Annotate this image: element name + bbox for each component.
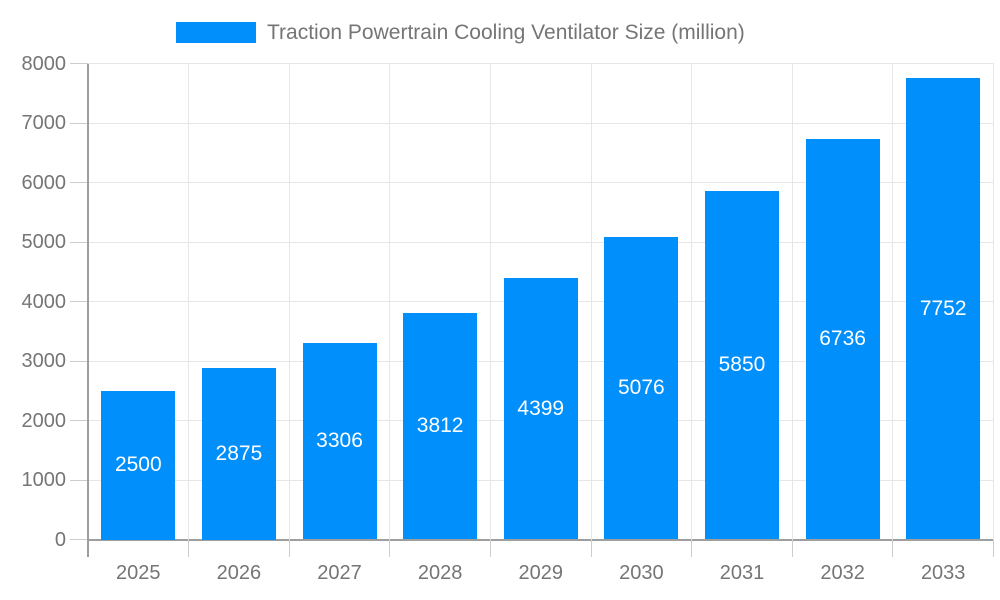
bar-value-label: 7752	[919, 296, 967, 320]
bar-value-label: 6736	[819, 327, 866, 351]
x-axis-label: 2026	[216, 562, 262, 584]
y-axis-tick	[70, 122, 88, 124]
horizontal-gridline	[88, 241, 994, 243]
y-axis-tick	[70, 479, 88, 481]
y-axis-tick	[70, 241, 88, 243]
x-axis-label: 2032	[820, 562, 865, 584]
x-axis-label: 2033	[920, 562, 966, 584]
y-axis-label: 8000	[21, 52, 67, 75]
x-axis-tick	[993, 539, 994, 557]
x-axis-tick	[892, 539, 894, 557]
bar-2031[interactable]: 5850	[704, 191, 779, 540]
bar-value-label: 2500	[114, 453, 162, 477]
y-axis-label: 5000	[21, 231, 67, 253]
legend[interactable]: Traction Powertrain Cooling Ventilator S…	[176, 20, 745, 44]
y-axis-label: 3000	[21, 350, 67, 372]
y-axis-label: 4000	[21, 290, 67, 313]
x-axis-tick	[691, 539, 693, 557]
x-axis-tick	[188, 539, 190, 557]
bar-value-label: 3812	[416, 414, 464, 438]
vertical-gridline	[188, 63, 190, 540]
y-axis-line	[87, 63, 89, 557]
x-axis-tick	[791, 539, 793, 557]
legend-label: Traction Powertrain Cooling Ventilator S…	[267, 20, 745, 44]
bar-2026[interactable]: 2875	[201, 368, 276, 540]
bar-value-label: 2875	[215, 441, 263, 465]
bar-2027[interactable]: 3306	[302, 342, 377, 540]
x-axis-tick	[489, 539, 491, 557]
x-axis-label: 2025	[116, 562, 161, 584]
x-axis-label: 2027	[317, 562, 362, 584]
x-axis-label: 2031	[719, 562, 765, 584]
y-axis-label: 2000	[21, 409, 67, 432]
y-axis-tick	[70, 182, 88, 183]
y-axis-label: 6000	[21, 171, 67, 194]
bar-2033[interactable]: 7752	[906, 78, 981, 540]
y-axis-tick	[70, 301, 88, 302]
horizontal-gridline	[88, 63, 994, 64]
x-axis-label: 2030	[619, 562, 664, 584]
vertical-gridline	[691, 63, 693, 540]
x-axis-tick	[590, 539, 592, 557]
y-axis-label: 0	[54, 528, 66, 551]
bar-value-label: 4399	[517, 396, 565, 420]
y-axis-tick	[70, 63, 88, 64]
horizontal-gridline	[88, 122, 994, 124]
y-axis-tick	[70, 360, 88, 362]
y-axis-tick	[70, 420, 88, 421]
bar-value-label: 5076	[618, 376, 665, 400]
vertical-gridline	[590, 63, 592, 540]
x-axis-tick	[288, 539, 290, 557]
bar-2030[interactable]: 5076	[604, 237, 679, 540]
vertical-gridline	[489, 63, 491, 540]
bar-2028[interactable]: 3812	[403, 312, 478, 540]
vertical-gridline	[993, 63, 994, 540]
y-axis-label: 7000	[21, 112, 67, 134]
horizontal-gridline	[88, 182, 994, 183]
x-axis-label: 2028	[417, 562, 463, 584]
x-axis-baseline	[88, 538, 994, 541]
bar-2029[interactable]: 4399	[503, 277, 578, 540]
bar-value-label: 3306	[316, 429, 363, 453]
x-axis-tick	[389, 539, 391, 557]
vertical-gridline	[389, 63, 391, 540]
bar-value-label: 5850	[718, 353, 766, 377]
x-axis-label: 2029	[518, 562, 564, 584]
y-axis-tick	[70, 539, 88, 540]
bar-2025[interactable]: 2500	[101, 390, 176, 540]
vertical-gridline	[892, 63, 894, 540]
y-axis-label: 1000	[21, 469, 67, 491]
legend-swatch-icon	[176, 22, 256, 43]
vertical-gridline	[288, 63, 290, 540]
vertical-gridline	[791, 63, 793, 540]
bar-2032[interactable]: 6736	[805, 138, 880, 540]
